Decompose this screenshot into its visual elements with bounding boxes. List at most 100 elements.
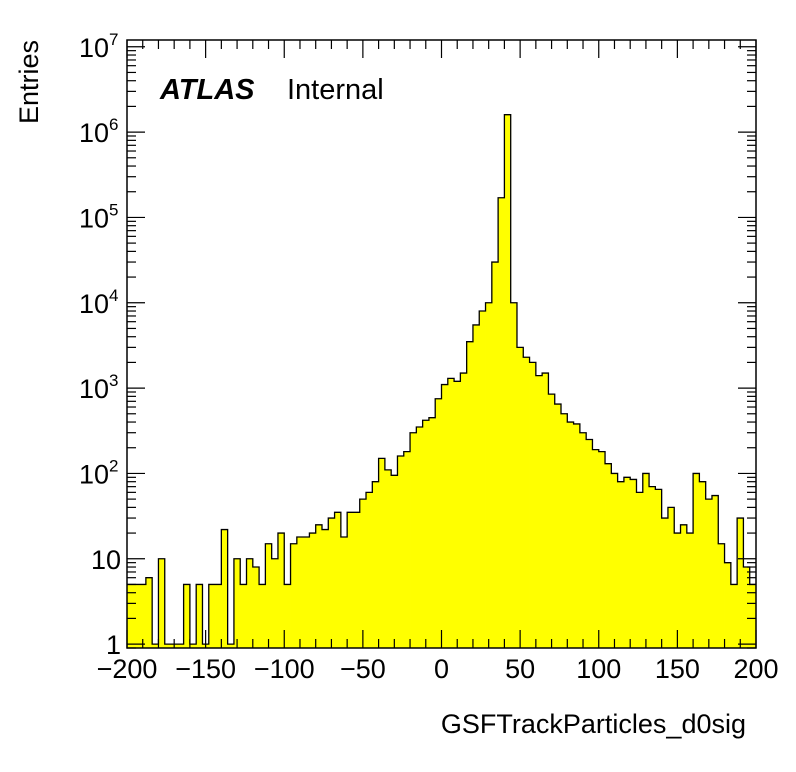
histogram-bar — [737, 518, 744, 648]
histogram-bar — [391, 475, 398, 648]
histogram-bar — [403, 451, 411, 648]
histogram-bar — [196, 584, 203, 648]
histogram-bar — [296, 536, 304, 648]
histogram-bar — [642, 473, 650, 648]
y-tick-exponent: 7 — [109, 30, 118, 49]
histogram-bar — [466, 341, 474, 648]
histogram-bar — [145, 577, 153, 648]
y-tick-exponent: 5 — [109, 200, 118, 219]
histogram-bar — [372, 481, 379, 648]
histogram-bar — [661, 518, 669, 648]
histogram-bar — [605, 463, 612, 648]
histogram-bar — [699, 481, 707, 648]
histogram-bar — [630, 479, 637, 648]
histogram-bar — [724, 562, 732, 648]
histogram-bar — [649, 486, 656, 648]
y-tick-labels: 1 10 102 103 104 105 106 107 — [79, 30, 121, 660]
x-tick-label: 0 — [434, 654, 449, 684]
histogram-bar — [730, 584, 738, 648]
histogram-bar — [542, 373, 549, 648]
x-tick-label: 150 — [655, 654, 700, 684]
x-axis-title: GSFTrackParticles_d0sig — [441, 709, 746, 739]
y-tick-exponent: 4 — [109, 286, 118, 305]
histogram-bar — [328, 518, 335, 648]
histogram-bar — [315, 524, 323, 648]
histogram-bar — [221, 529, 229, 648]
histogram-bar — [749, 584, 757, 648]
y-tick-label: 107 — [79, 30, 119, 63]
x-tick-labels: −200 −150 −100 −50 0 50 100 150 200 — [97, 654, 779, 684]
histogram-bar — [479, 311, 486, 648]
histogram-bar — [680, 524, 688, 648]
histogram-bar — [441, 384, 449, 648]
x-tick-label: −150 — [175, 654, 236, 684]
histogram-bar — [667, 507, 675, 648]
x-tick-label: −100 — [254, 654, 315, 684]
y-tick-label: 103 — [79, 371, 119, 404]
histogram-bar — [561, 413, 568, 648]
histogram-bar — [133, 584, 140, 648]
histogram-bar — [284, 584, 291, 648]
histogram-bar — [246, 558, 254, 648]
histogram-bar — [309, 533, 317, 648]
x-tick-label: −200 — [97, 654, 158, 684]
histogram-bar — [454, 381, 461, 648]
histogram-bars — [127, 114, 757, 649]
histogram-bar — [498, 197, 505, 649]
histogram-bar — [215, 584, 222, 648]
histogram-bar — [573, 423, 581, 648]
histogram-bar — [586, 439, 593, 648]
histogram-bar — [554, 404, 562, 648]
histogram-bar — [705, 499, 713, 648]
histogram-bar — [485, 302, 493, 648]
histogram-bar — [397, 456, 405, 648]
histogram-bar — [127, 584, 134, 648]
axis-ticks — [126, 40, 757, 649]
histogram-bar — [366, 492, 373, 648]
histogram-bar — [265, 543, 273, 648]
histogram-bar — [435, 398, 442, 648]
y-tick-label: 106 — [79, 115, 119, 148]
histogram-bar — [617, 481, 625, 648]
atlas-status-label: Internal — [287, 74, 384, 106]
y-axis-title: Entries — [14, 40, 44, 124]
histogram-bar — [516, 347, 524, 648]
histogram-bar — [611, 473, 619, 648]
histogram-bar — [460, 373, 468, 648]
histogram-bar — [271, 558, 279, 648]
histogram-bar — [240, 584, 247, 648]
histogram-bar — [158, 558, 166, 648]
y-tick-label: 10 — [91, 545, 121, 575]
histogram-bar — [447, 378, 455, 648]
histogram-bar — [164, 644, 172, 648]
histogram-bar — [428, 417, 436, 648]
histogram-bar — [548, 394, 556, 648]
histogram-bar — [579, 432, 587, 648]
x-tick-label: 100 — [576, 654, 621, 684]
histogram-bar — [491, 262, 499, 648]
histogram-bar — [523, 357, 530, 648]
histogram-bar — [384, 469, 392, 648]
histogram-bar — [674, 533, 681, 648]
histogram-bar — [711, 495, 719, 648]
histogram-bar — [152, 644, 159, 648]
y-tick-exponent: 3 — [109, 371, 118, 390]
histogram-bar — [233, 558, 241, 648]
histogram-bar — [290, 543, 298, 648]
x-tick-label: 50 — [505, 654, 535, 684]
histogram-bar — [623, 477, 631, 648]
x-tick-label: −50 — [340, 654, 386, 684]
y-tick-exponent: 6 — [109, 115, 118, 134]
histogram-bar — [259, 584, 266, 648]
y-tick-label: 104 — [79, 286, 119, 319]
histogram-bar — [277, 533, 285, 648]
histogram-bar — [139, 584, 147, 648]
histogram-bar — [334, 512, 342, 648]
histogram-bar — [183, 584, 191, 648]
histogram-bar — [410, 432, 417, 648]
histogram-bar — [359, 499, 367, 648]
histogram-bar — [177, 644, 185, 648]
histogram-bar — [353, 512, 361, 648]
histogram-bar — [510, 302, 518, 648]
